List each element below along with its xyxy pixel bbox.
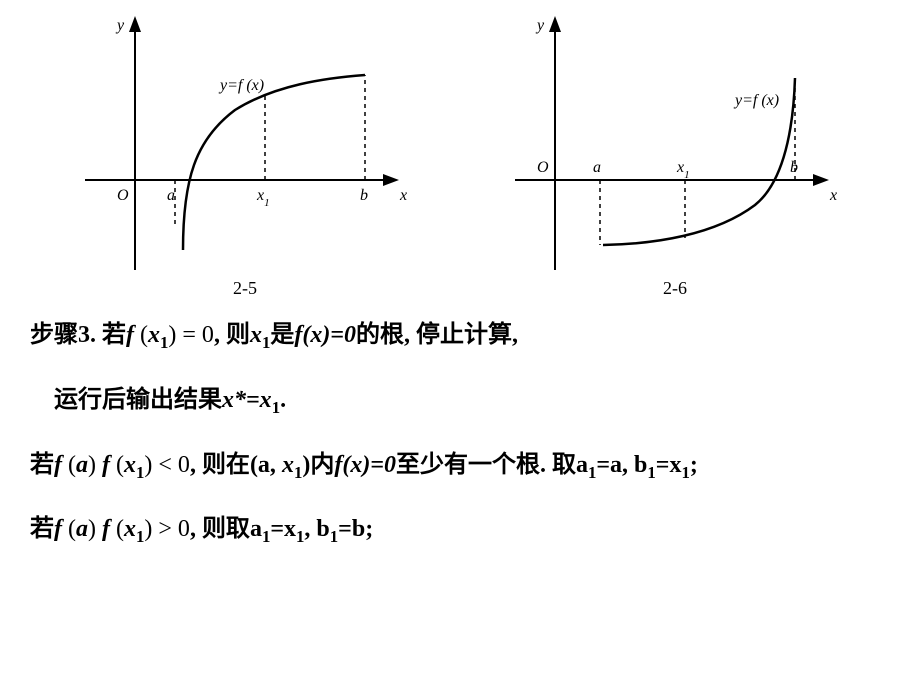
fx0: f(x)=0 xyxy=(294,322,356,348)
text-block: 步骤3. 若f (x1) = 0, 则x1是f(x)=0的根, 停止计算, 运行… xyxy=(0,299,920,556)
caption-2-6: 2-6 xyxy=(485,278,865,299)
origin-label: O xyxy=(117,187,129,204)
period1: . xyxy=(280,387,286,413)
x1-sub: 1 xyxy=(160,333,168,352)
graph-right: y x O a x1 b y=f (x) 2-6 xyxy=(485,10,865,299)
a-label: a xyxy=(593,159,601,176)
a-label: a xyxy=(167,187,175,204)
step3-prefix: 步骤3. 若 xyxy=(30,322,126,348)
xstar-sub: 1 xyxy=(272,398,280,417)
is: 是 xyxy=(270,322,294,348)
step3-line1: 步骤3. 若f (x1) = 0, 则x1是f(x)=0的根, 停止计算, xyxy=(30,309,890,362)
if1: 若 xyxy=(30,452,54,478)
y-label: y xyxy=(115,17,125,34)
semi1: ; xyxy=(690,452,698,478)
then: , 则 xyxy=(214,322,250,348)
x1-label: x1 xyxy=(256,187,270,209)
if-lt-line: 若f (a) f (x1) < 0, 则在(a, x1)内f(x)=0至少有一个… xyxy=(30,439,890,492)
step3-line2: 运行后输出结果x*=x1. xyxy=(30,374,890,427)
b-label: b xyxy=(360,187,368,204)
then-take: , 则取 xyxy=(190,516,250,542)
run-output: 运行后输出结果 xyxy=(54,387,222,413)
lt-zero: < 0 xyxy=(152,452,190,478)
root-stop: 的根, 停止计算, xyxy=(356,322,518,348)
graphs-container: y x O a x1 b y=f (x) 2-5 xyxy=(0,0,920,299)
f: f xyxy=(126,322,134,348)
semi2: ; xyxy=(365,516,373,542)
graph-2-6-svg: y x O a x1 b y=f (x) xyxy=(505,10,845,270)
x1: x xyxy=(148,322,160,348)
then-in: , 则在 xyxy=(190,452,250,478)
xstar: x*=x xyxy=(222,387,272,413)
b-label: b xyxy=(790,159,798,176)
x-label: x xyxy=(829,187,837,204)
graph-left: y x O a x1 b y=f (x) 2-5 xyxy=(55,10,435,299)
y-label: y xyxy=(535,17,545,34)
curve xyxy=(183,75,365,250)
x1b: x xyxy=(250,322,262,348)
caption-2-5: 2-5 xyxy=(55,278,435,299)
gt-zero: > 0 xyxy=(152,516,190,542)
nei: 内 xyxy=(310,452,334,478)
fx0b: f(x)=0 xyxy=(334,452,396,478)
eq-zero: = 0 xyxy=(176,322,214,348)
x1-label: x1 xyxy=(676,159,690,181)
origin-label: O xyxy=(537,159,549,176)
curve-label: y=f (x) xyxy=(218,77,264,94)
curve-label: y=f (x) xyxy=(733,92,779,109)
if-gt-line: 若f (a) f (x1) > 0, 则取a1=x1, b1=b; xyxy=(30,503,890,556)
graph-2-5-svg: y x O a x1 b y=f (x) xyxy=(75,10,415,270)
if2: 若 xyxy=(30,516,54,542)
x-label: x xyxy=(399,187,407,204)
at-least: 至少有一个根. 取 xyxy=(396,452,576,478)
